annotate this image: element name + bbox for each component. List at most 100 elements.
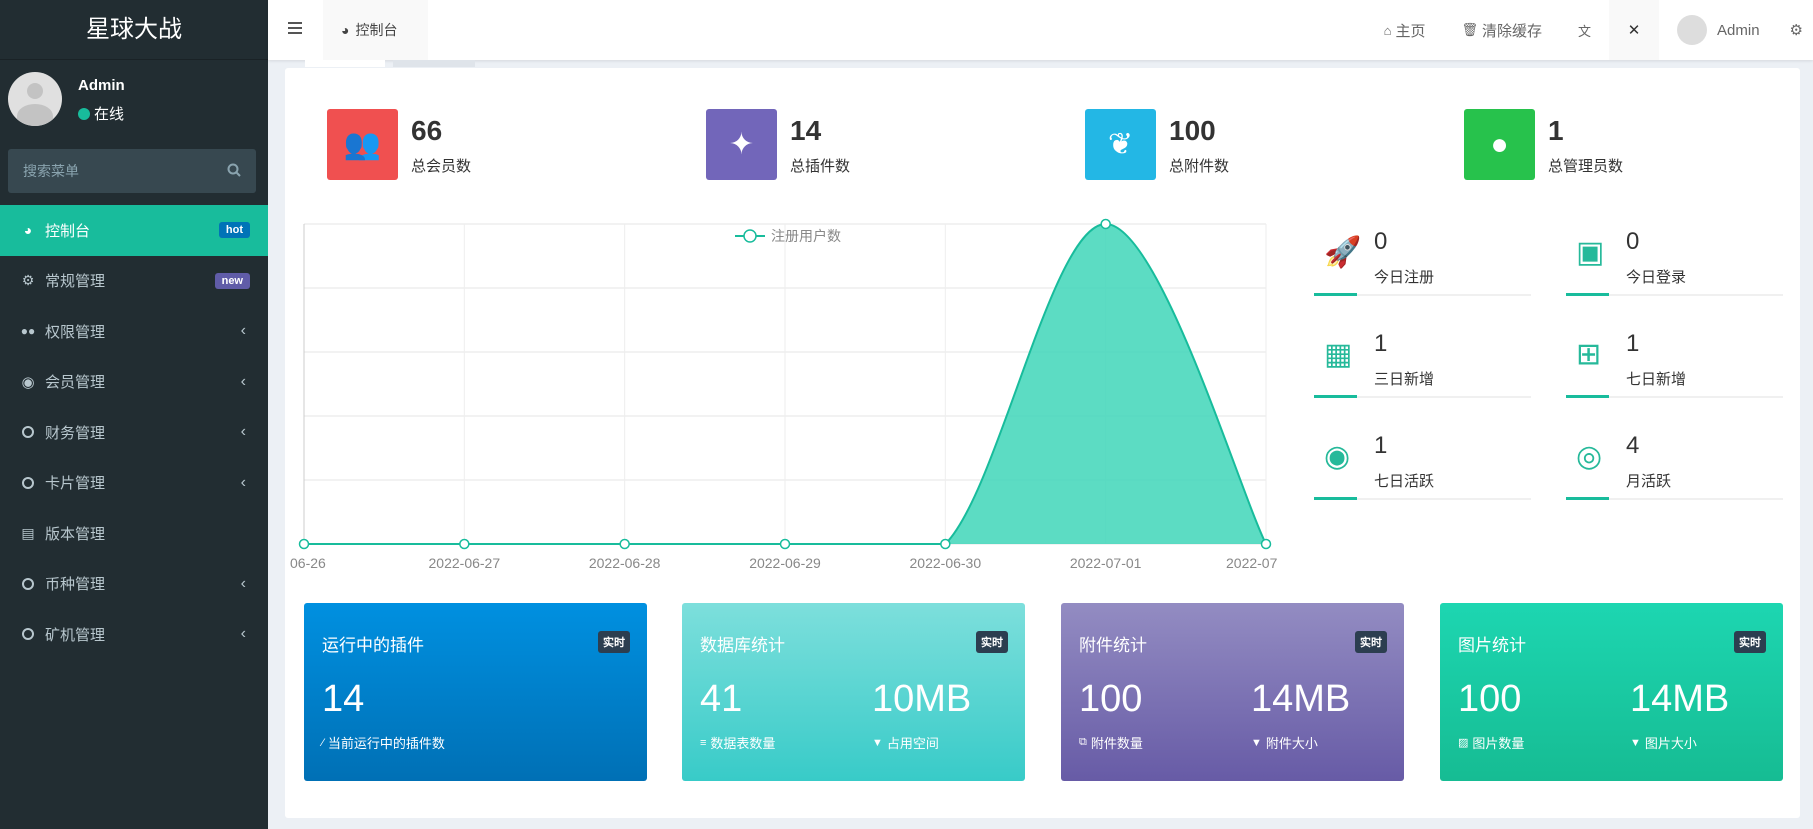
registration-chart: 06-26 2022-06-27 2022-06-28 2022-06-29 2022-… (290, 218, 1278, 571)
data-point (298, 538, 310, 550)
series-area (304, 224, 1266, 544)
user-name: Admin (78, 77, 125, 94)
sidebar-item-1[interactable]: ⚙ 常规管理 new (0, 256, 268, 307)
online-dot-icon (78, 108, 90, 120)
sidebar-item-label: 常规管理 (45, 273, 106, 291)
home-label: 主页 (1395, 22, 1426, 40)
user-panel: Admin 在线 (8, 72, 258, 128)
progress-bar (1566, 293, 1783, 296)
sidebar-item-4[interactable]: 财务管理 ‹ (0, 407, 268, 458)
clear-cache-label: 清除缓存 (1481, 22, 1542, 40)
chevron-left-icon: ‹ (240, 423, 246, 441)
user-menu[interactable]: Admin (1659, 0, 1778, 60)
user-circle-icon: ◉ (21, 373, 35, 391)
chevron-left-icon: ‹ (240, 473, 246, 491)
expand-icon: ✕ (1627, 22, 1641, 39)
language-button[interactable]: 文 (1560, 0, 1609, 60)
card-title: 运行中的插件 (322, 636, 424, 655)
card-sub: ▨ 图片数量 (1458, 733, 1524, 752)
calendar-plus-icon: ⊞ (1576, 338, 1602, 371)
files-icon: ⧉ (1079, 736, 1087, 748)
settings-button[interactable]: ⚙ (1778, 0, 1813, 60)
filter-icon: ▼ (1251, 736, 1262, 749)
mini-label: 今日注册 (1374, 269, 1435, 286)
x-tick-label: 2022-07-01 (1070, 555, 1142, 571)
mini-value: 0 (1374, 228, 1388, 255)
avatar (1677, 15, 1708, 45)
x-tick-label: 2022-06-27 (429, 555, 501, 571)
fullscreen-button[interactable]: ✕ (1609, 0, 1660, 60)
stat-label: 总插件数 (790, 158, 851, 175)
chevron-left-icon: ‹ (240, 372, 246, 390)
card-sub-label: 图片数量 (1472, 736, 1525, 751)
card-title: 附件统计 (1079, 636, 1147, 655)
trash-icon: 🗑 (1461, 22, 1478, 37)
sidebar-item-label: 卡片管理 (45, 475, 106, 493)
sidebar-item-label: 权限管理 (45, 323, 106, 341)
magic-icon: ⁄ (322, 736, 324, 749)
chevron-left-icon: ‹ (240, 574, 246, 592)
database-icon: ≡ (700, 736, 707, 749)
card-sub: ▼ 占用空间 (872, 733, 939, 752)
legend-label: 注册用户数 (771, 228, 841, 244)
dashboard-icon: ◕ (341, 22, 350, 38)
stat-value: 14 (790, 115, 822, 146)
card-value: 14 (322, 678, 365, 720)
user-status: 在线 (78, 103, 124, 124)
clear-cache-button[interactable]: 🗑 清除缓存 (1443, 0, 1560, 60)
card-sub-label: 附件数量 (1090, 736, 1143, 751)
tab-dashboard[interactable]: ◕ 控制台 (323, 0, 428, 60)
stat-label: 总会员数 (411, 158, 472, 175)
mini-value: 0 (1626, 228, 1640, 255)
card-title: 图片统计 (1458, 636, 1526, 655)
stat-3: ● 1 总管理员数 (1464, 109, 1764, 181)
sidebar-item-6[interactable]: ▤ 版本管理 (0, 508, 268, 559)
data-point (459, 538, 470, 550)
search-input[interactable] (8, 149, 208, 193)
leaf-icon: ❦ (1085, 109, 1156, 180)
data-point (1260, 538, 1272, 550)
mini-label: 今日登录 (1626, 269, 1687, 286)
translate-icon: 文 (1578, 23, 1592, 39)
users-icon: 👥 (327, 109, 398, 180)
user-circle-icon: ◉ (1324, 440, 1351, 473)
card-value: 100 (1079, 678, 1143, 720)
stat-0: 👥 66 总会员数 (327, 109, 627, 181)
sidebar-item-label: 财务管理 (45, 424, 106, 442)
stat-value: 1 (1548, 115, 1564, 146)
progress-bar (1566, 395, 1783, 398)
realtime-badge: 实时 (976, 631, 1008, 653)
sidebar-item-0[interactable]: ◕ 控制台 hot (0, 205, 268, 256)
sidebar-item-5[interactable]: 卡片管理 ‹ (0, 458, 268, 509)
sidebar-badge: new (214, 272, 250, 289)
sidebar-item-label: 矿机管理 (45, 626, 106, 644)
tab-indicator-2 (393, 60, 475, 67)
avatar (8, 72, 62, 126)
chevron-left-icon: ‹ (240, 322, 246, 340)
app-logo[interactable]: 星球大战 (0, 0, 268, 60)
card-sub: ≡ 数据表数量 (700, 733, 775, 752)
circle-icon (20, 626, 36, 642)
sidebar-item-label: 控制台 (45, 222, 91, 240)
x-tick-label: 06-26 (290, 555, 326, 571)
card-sub-label: 占用空间 (886, 736, 939, 751)
sidebar-item-3[interactable]: ◉ 会员管理 ‹ (0, 357, 268, 408)
circle-icon (20, 576, 36, 592)
stat-1: ✦ 14 总插件数 (706, 109, 1006, 181)
tab-label: 控制台 (355, 22, 398, 38)
menu-search (8, 149, 256, 193)
data-point (779, 538, 791, 550)
menu-toggle-icon[interactable] (288, 22, 302, 34)
circle-icon (20, 475, 36, 491)
stat-value: 100 (1169, 115, 1216, 146)
progress-bar (1566, 497, 1783, 500)
card-sub: ⁄ 当前运行中的插件数 (322, 733, 445, 752)
sidebar-item-2[interactable]: ●● 权限管理 ‹ (0, 306, 268, 357)
sidebar-item-8[interactable]: 矿机管理 ‹ (0, 609, 268, 660)
sidebar-item-7[interactable]: 币种管理 ‹ (0, 559, 268, 610)
mini-value: 1 (1374, 432, 1388, 459)
card-sub: ▼ 图片大小 (1630, 733, 1697, 752)
user-circle-outline-icon: ◎ (1576, 440, 1603, 473)
home-link[interactable]: ⌂ 主页 (1366, 0, 1444, 60)
search-icon[interactable] (227, 163, 241, 177)
